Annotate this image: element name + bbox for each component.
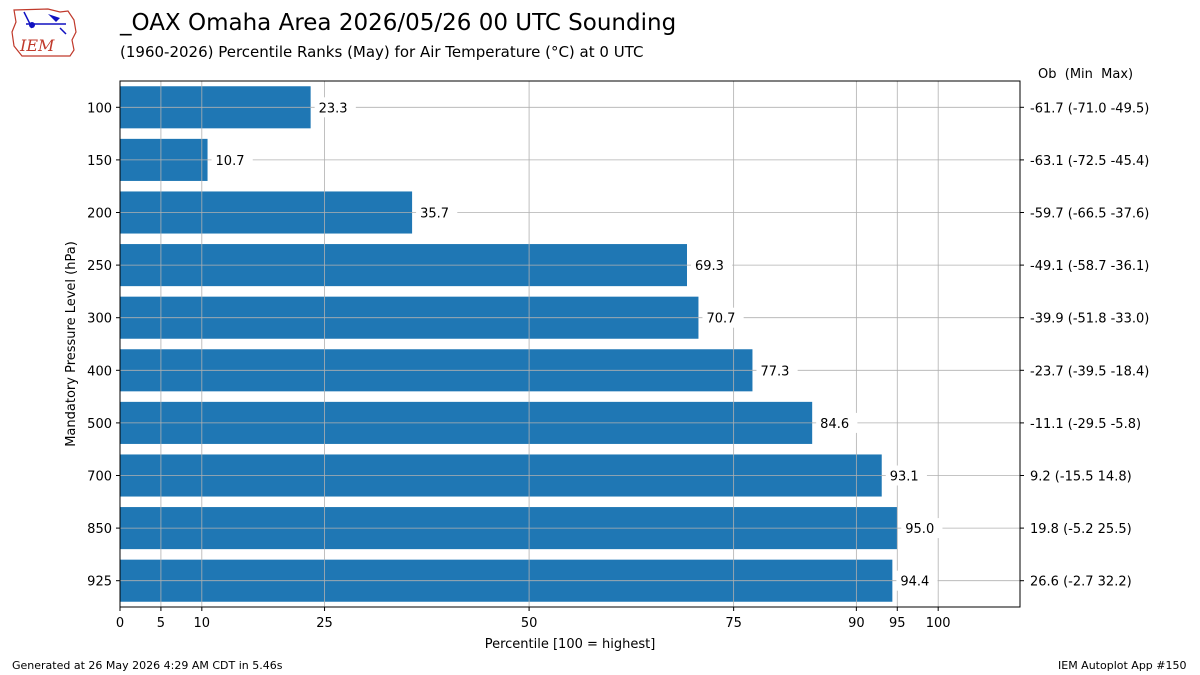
right-label-200: -59.7 (-66.5 -37.6) [1030, 207, 1149, 222]
y-tick-label-400: 400 [87, 364, 112, 379]
y-tick-label-925: 925 [87, 575, 112, 590]
ob-min-max-header: Ob (Min Max) [1038, 67, 1134, 82]
value-label-200: 35.7 [420, 207, 449, 222]
value-label-bg-500 [816, 412, 858, 433]
value-label-150: 10.7 [216, 154, 245, 169]
generated-footer: Generated at 26 May 2026 4:29 AM CDT in … [12, 659, 283, 672]
value-label-bg-700 [885, 465, 927, 486]
logo-text: IEM [19, 36, 55, 55]
right-label-300: -39.9 (-51.8 -33.0) [1030, 312, 1149, 327]
x-tick-label-0: 0 [116, 616, 124, 631]
y-tick-label-100: 100 [87, 101, 112, 116]
iem-logo: IEM [11, 8, 77, 57]
y-tick-label-500: 500 [87, 417, 112, 432]
right-label-100: -61.7 (-71.0 -49.5) [1030, 101, 1149, 116]
x-tick-label-25: 25 [316, 616, 333, 631]
x-axis-label: Percentile [100 = highest] [485, 637, 656, 652]
value-label-400: 77.3 [760, 364, 789, 379]
value-label-300: 70.7 [706, 312, 735, 327]
value-label-250: 69.3 [695, 259, 724, 274]
y-axis-label: Mandatory Pressure Level (hPa) [64, 241, 79, 447]
chart-title: _OAX Omaha Area 2026/05/26 00 UTC Soundi… [120, 10, 677, 36]
x-tick-label-75: 75 [725, 616, 742, 631]
x-tick-label-100: 100 [926, 616, 951, 631]
value-label-700: 93.1 [890, 470, 919, 485]
x-tick-label-50: 50 [521, 616, 538, 631]
right-label-500: -11.1 (-29.5 -5.8) [1030, 417, 1141, 432]
y-tick-label-850: 850 [87, 522, 112, 537]
right-label-400: -23.7 (-39.5 -18.4) [1030, 364, 1149, 379]
app-footer: IEM Autoplot App #150 [1058, 659, 1187, 672]
y-tick-label-150: 150 [87, 154, 112, 169]
x-tick-label-5: 5 [157, 616, 165, 631]
value-label-100: 23.3 [319, 101, 348, 116]
value-label-bg-100 [314, 97, 356, 118]
right-label-700: 9.2 (-15.5 14.8) [1030, 470, 1132, 485]
y-tick-label-250: 250 [87, 259, 112, 274]
value-label-bg-150 [211, 149, 253, 170]
y-tick-label-200: 200 [87, 207, 112, 222]
value-label-925: 94.4 [900, 575, 929, 590]
y-tick-label-700: 700 [87, 470, 112, 485]
value-label-500: 84.6 [820, 417, 849, 432]
y-tick-label-300: 300 [87, 312, 112, 327]
chart-subtitle: (1960-2026) Percentile Ranks (May) for A… [120, 43, 644, 61]
value-label-bg-250 [691, 255, 733, 276]
right-label-150: -63.1 (-72.5 -45.4) [1030, 154, 1149, 169]
right-label-250: -49.1 (-58.7 -36.1) [1030, 259, 1149, 274]
value-label-bg-300 [702, 307, 744, 328]
right-label-850: 19.8 (-5.2 25.5) [1030, 522, 1132, 537]
value-label-bg-200 [416, 202, 458, 223]
plot-frame [119, 80, 1021, 608]
x-tick-label-95: 95 [889, 616, 906, 631]
value-label-bg-850 [901, 518, 943, 539]
right-label-925: 26.6 (-2.7 32.2) [1030, 575, 1132, 590]
value-label-bg-400 [756, 360, 798, 381]
value-label-850: 95.0 [905, 522, 934, 537]
x-tick-label-10: 10 [194, 616, 211, 631]
value-label-bg-925 [896, 570, 938, 591]
x-tick-label-90: 90 [848, 616, 865, 631]
